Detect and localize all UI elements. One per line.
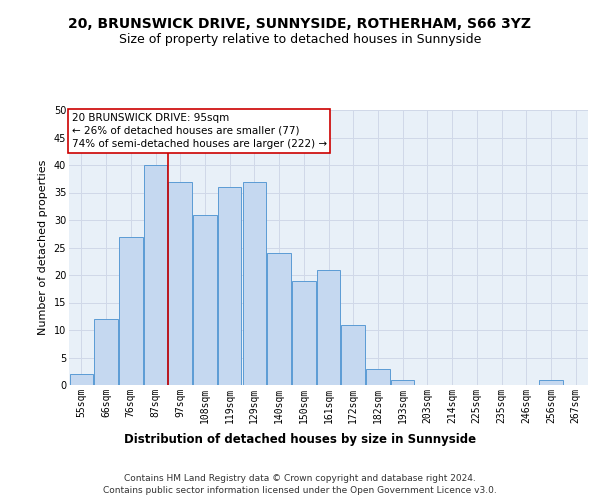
- Y-axis label: Number of detached properties: Number of detached properties: [38, 160, 48, 335]
- Bar: [119, 236, 143, 385]
- Bar: [391, 380, 415, 385]
- Bar: [193, 214, 217, 385]
- Bar: [292, 280, 316, 385]
- Text: Distribution of detached houses by size in Sunnyside: Distribution of detached houses by size …: [124, 432, 476, 446]
- Bar: [366, 368, 389, 385]
- Bar: [317, 270, 340, 385]
- Bar: [94, 319, 118, 385]
- Bar: [144, 165, 167, 385]
- Bar: [341, 324, 365, 385]
- Bar: [268, 253, 291, 385]
- Bar: [539, 380, 563, 385]
- Bar: [242, 182, 266, 385]
- Bar: [169, 182, 192, 385]
- Bar: [218, 187, 241, 385]
- Text: Size of property relative to detached houses in Sunnyside: Size of property relative to detached ho…: [119, 32, 481, 46]
- Text: 20, BRUNSWICK DRIVE, SUNNYSIDE, ROTHERHAM, S66 3YZ: 20, BRUNSWICK DRIVE, SUNNYSIDE, ROTHERHA…: [68, 18, 532, 32]
- Bar: [70, 374, 93, 385]
- Text: Contains HM Land Registry data © Crown copyright and database right 2024.
Contai: Contains HM Land Registry data © Crown c…: [103, 474, 497, 495]
- Text: 20 BRUNSWICK DRIVE: 95sqm
← 26% of detached houses are smaller (77)
74% of semi-: 20 BRUNSWICK DRIVE: 95sqm ← 26% of detac…: [71, 113, 327, 149]
